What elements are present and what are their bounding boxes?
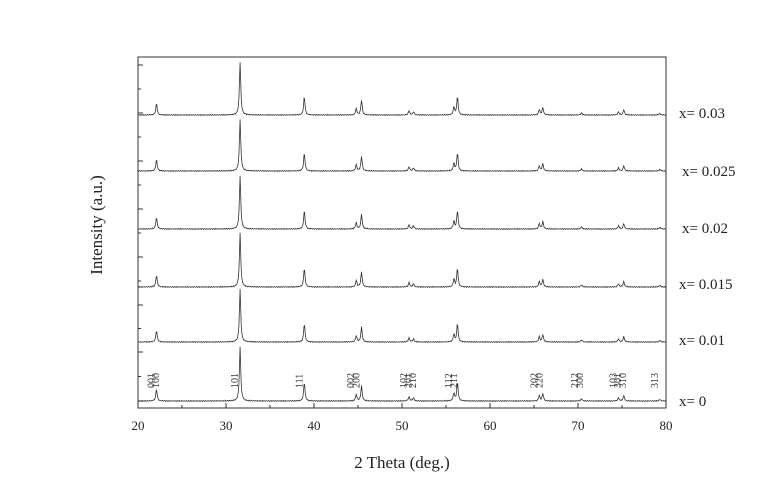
peak-label: 200 <box>352 373 363 388</box>
peak-label: 100 <box>151 373 162 388</box>
peak-label: 102 <box>399 373 410 388</box>
peak-label: 201 <box>403 373 414 388</box>
peak-label: 220 <box>535 373 546 388</box>
series-label: x= 0.02 <box>682 221 728 237</box>
peak-label: 210 <box>408 373 419 388</box>
peak-label: 301 <box>613 373 624 388</box>
diffraction-traces <box>137 62 667 403</box>
peak-label: 101 <box>230 373 241 388</box>
peak-label: 112 <box>444 373 455 388</box>
series-trace <box>137 175 667 231</box>
plot-frame <box>137 56 667 409</box>
x-tick-label: 80 <box>660 418 673 433</box>
series-label: x= 0.01 <box>679 333 725 349</box>
peak-label: 310 <box>618 373 629 388</box>
peak-label: 111 <box>294 374 305 388</box>
y-axis-title: Intensity (a.u.) <box>87 175 106 275</box>
peak-label: 103 <box>609 373 620 388</box>
series-trace <box>137 119 667 173</box>
x-tick-label: 40 <box>308 418 321 433</box>
peak-label: 002 <box>346 373 357 388</box>
series-label: x= 0.015 <box>679 277 732 293</box>
peak-label: 313 <box>650 373 661 388</box>
series-label: x= 0 <box>679 394 706 410</box>
x-tick-label: 20 <box>132 418 145 433</box>
x-axis-ticks: 20 30 40 50 60 70 80 <box>132 403 673 433</box>
series-trace <box>137 346 667 403</box>
series-label: x= 0.025 <box>682 164 735 180</box>
peak-label: 202 <box>529 373 540 388</box>
x-tick-label: 50 <box>396 418 409 433</box>
series-label: x= 0.03 <box>679 106 725 122</box>
plot-border <box>137 56 667 409</box>
peak-label: 212 <box>570 373 581 388</box>
x-tick-label: 70 <box>572 418 585 433</box>
x-axis-title: 2 Theta (deg.) <box>354 453 450 472</box>
series-trace <box>137 62 667 117</box>
series-trace <box>137 232 667 289</box>
x-tick-label: 30 <box>220 418 233 433</box>
peak-label: 300 <box>575 373 586 388</box>
peak-label: 211 <box>449 373 460 388</box>
x-tick-label: 60 <box>484 418 497 433</box>
y-axis-ticks <box>138 64 143 402</box>
peak-label: 001 <box>147 373 158 388</box>
series-trace <box>137 288 667 344</box>
series-labels: x= 0 x= 0.01 x= 0.015 x= 0.02 x= 0.025 x= 0.0… <box>679 106 735 410</box>
